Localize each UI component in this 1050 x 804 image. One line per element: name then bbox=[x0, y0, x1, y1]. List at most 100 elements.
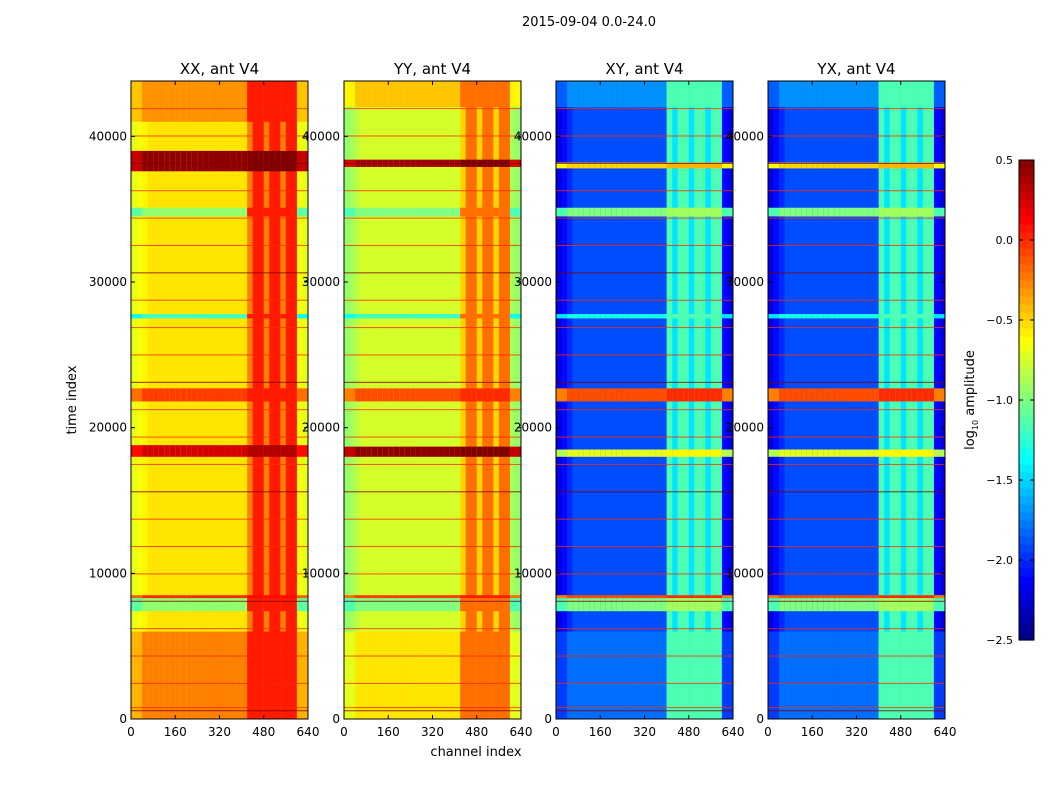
heatmap-line bbox=[556, 162, 733, 164]
heatmap-stripe bbox=[666, 598, 673, 612]
heatmap-stripe bbox=[705, 162, 712, 169]
y-axis-label: time index bbox=[65, 365, 80, 434]
heatmap-stripe bbox=[291, 81, 298, 122]
heatmap-stripe bbox=[795, 314, 802, 319]
heatmap-stripe bbox=[438, 388, 445, 402]
heatmap-stripe bbox=[600, 81, 607, 108]
colorbar-segment bbox=[1019, 352, 1034, 361]
heatmap-stripe bbox=[509, 81, 516, 108]
colorbar-segment bbox=[1019, 488, 1034, 497]
colorbar-segment bbox=[1019, 584, 1034, 593]
heatmap-stripe bbox=[438, 314, 445, 319]
heatmap-stripe bbox=[186, 150, 193, 172]
heatmap-stripe bbox=[410, 595, 417, 599]
heatmap-stripe bbox=[677, 388, 684, 402]
heatmap-stripe bbox=[655, 449, 662, 457]
heatmap-stripe bbox=[296, 207, 303, 217]
heatmap-line bbox=[344, 600, 521, 602]
heatmap-stripe bbox=[421, 446, 428, 457]
heatmap-stripe bbox=[236, 81, 243, 122]
heatmap-stripe bbox=[291, 598, 298, 612]
heatmap-stripe bbox=[633, 162, 640, 169]
heatmap-stripe bbox=[911, 314, 918, 319]
colorbar-segment bbox=[1019, 448, 1034, 457]
heatmap-stripe bbox=[175, 207, 182, 217]
heatmap-stripe bbox=[906, 314, 913, 319]
heatmap-stripe bbox=[922, 388, 929, 402]
heatmap-stripe bbox=[164, 445, 171, 457]
heatmap-line bbox=[131, 135, 308, 137]
heatmap-stripe bbox=[773, 388, 780, 402]
heatmap-stripe bbox=[928, 81, 935, 108]
heatmap-line bbox=[344, 682, 521, 684]
heatmap-stripe bbox=[710, 631, 717, 719]
heatmap-stripe bbox=[164, 598, 171, 612]
heatmap-stripe bbox=[561, 314, 568, 319]
heatmap-stripe bbox=[561, 81, 568, 108]
heatmap-stripe bbox=[699, 449, 706, 457]
colorbar-segment bbox=[1019, 280, 1034, 289]
heatmap-stripe bbox=[611, 595, 618, 599]
heatmap-stripe bbox=[296, 314, 303, 319]
heatmap-stripe bbox=[828, 207, 835, 217]
heatmap-stripe bbox=[388, 207, 395, 217]
heatmap-stripe bbox=[247, 81, 254, 122]
heatmap-stripe bbox=[710, 207, 717, 217]
heatmap-stripe bbox=[878, 81, 885, 108]
heatmap-line bbox=[131, 217, 308, 219]
heatmap-stripe bbox=[812, 388, 819, 402]
heatmap-stripe bbox=[296, 150, 303, 172]
heatmap-stripe bbox=[213, 595, 220, 599]
heatmap-stripe bbox=[578, 388, 585, 402]
heatmap-stripe bbox=[801, 449, 808, 457]
heatmap-stripe bbox=[578, 631, 585, 719]
heatmap-stripe bbox=[147, 598, 154, 612]
heatmap-stripe bbox=[454, 207, 461, 217]
heatmap-stripe bbox=[449, 314, 456, 319]
colorbar-segment bbox=[1019, 544, 1034, 553]
heatmap-stripe bbox=[627, 598, 634, 612]
heatmap-line bbox=[556, 600, 733, 602]
heatmap-stripe bbox=[487, 631, 494, 719]
heatmap-line bbox=[768, 491, 945, 493]
heatmap-stripe bbox=[465, 207, 472, 217]
heatmap-line bbox=[131, 436, 308, 438]
heatmap-stripe bbox=[285, 314, 292, 319]
heatmap-stripe bbox=[388, 81, 395, 108]
heatmap-stripe bbox=[191, 598, 198, 612]
heatmap-stripe bbox=[768, 207, 775, 217]
heatmap-stripe bbox=[895, 631, 902, 719]
heatmap-stripe bbox=[191, 445, 198, 457]
heatmap-stripe bbox=[578, 81, 585, 108]
heatmap-stripe bbox=[158, 445, 165, 457]
heatmap-stripe bbox=[710, 314, 717, 319]
heatmap-stripe bbox=[371, 631, 378, 719]
heatmap-stripe bbox=[895, 449, 902, 457]
heatmap-stripe bbox=[784, 81, 791, 108]
heatmap-stripe bbox=[834, 207, 841, 217]
heatmap-stripe bbox=[616, 388, 623, 402]
heatmap-stripe bbox=[922, 207, 929, 217]
heatmap-stripe bbox=[504, 207, 511, 217]
y-tick-label: 0 bbox=[756, 712, 764, 726]
heatmap-line bbox=[768, 162, 945, 164]
heatmap-stripe bbox=[487, 598, 494, 612]
colorbar-label-base: log bbox=[963, 430, 978, 450]
heatmap-stripe bbox=[230, 81, 237, 122]
heatmap-line bbox=[344, 299, 521, 301]
heatmap-stripe bbox=[302, 81, 309, 122]
heatmap-stripe bbox=[688, 595, 695, 599]
heatmap-stripe bbox=[493, 314, 500, 319]
heatmap-stripe bbox=[393, 207, 400, 217]
heatmap-line bbox=[556, 710, 733, 712]
heatmap-stripe bbox=[280, 445, 287, 457]
heatmap-stripe bbox=[236, 445, 243, 457]
heatmap-stripe bbox=[616, 449, 623, 457]
colorbar-tick-label: −1.0 bbox=[986, 394, 1013, 407]
heatmap-stripe bbox=[867, 162, 874, 169]
heatmap-stripe bbox=[498, 595, 505, 599]
heatmap-line bbox=[131, 162, 308, 164]
heatmap-stripe bbox=[415, 598, 422, 612]
heatmap-stripe bbox=[561, 631, 568, 719]
heatmap-stripe bbox=[366, 446, 373, 457]
